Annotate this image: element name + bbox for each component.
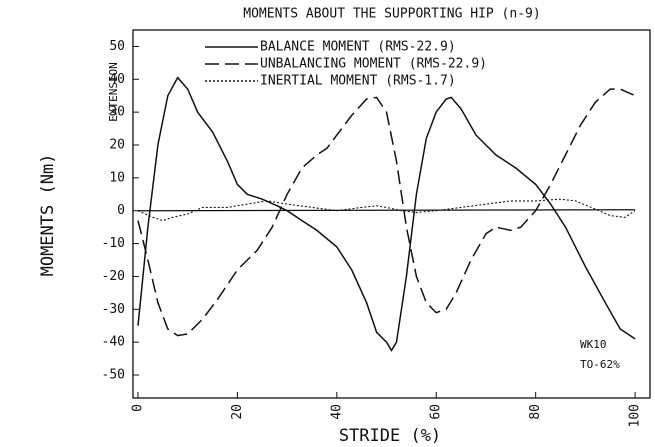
x-tick-label: 20 [230, 404, 245, 420]
y-axis-label: MOMENTS (Nm) [38, 154, 58, 277]
annotation: WK10 [580, 338, 607, 351]
annotation: EXTENSION [107, 62, 120, 122]
zero-line [137, 209, 636, 212]
chart-title: MOMENTS ABOUT THE SUPPORTING HIP (n-9) [243, 7, 540, 22]
y-tick-label: -40 [102, 335, 125, 350]
x-tick-label: 40 [329, 404, 344, 420]
x-axis-label: STRIDE (%) [339, 426, 441, 446]
plot-frame [132, 29, 651, 399]
legend-label: INERTIAL MOMENT (RMS-1.7) [260, 74, 456, 89]
y-tick-label: 10 [109, 170, 125, 185]
y-tick-label: 0 [117, 203, 125, 218]
x-tick-label: 0 [130, 404, 145, 412]
series-line [137, 198, 636, 222]
series-line [137, 88, 636, 337]
series-line [137, 76, 636, 352]
y-tick-label: 40 [109, 72, 125, 87]
y-tick-label: -10 [102, 236, 125, 251]
y-tick-label: -50 [102, 368, 125, 383]
x-tick-label: 80 [528, 404, 543, 420]
y-tick-label: -30 [102, 302, 125, 317]
legend-label: BALANCE MOMENT (RMS-22.9) [260, 40, 456, 55]
y-tick-label: 50 [109, 39, 125, 54]
x-tick-label: 60 [429, 404, 444, 420]
annotation: TO-62% [580, 358, 620, 371]
y-tick-label: -20 [102, 269, 125, 284]
y-tick-label: 30 [109, 105, 125, 120]
legend-label: UNBALANCING MOMENT (RMS-22.9) [260, 57, 487, 72]
y-tick-label: 20 [109, 138, 125, 153]
x-tick-label: 100 [628, 404, 643, 427]
